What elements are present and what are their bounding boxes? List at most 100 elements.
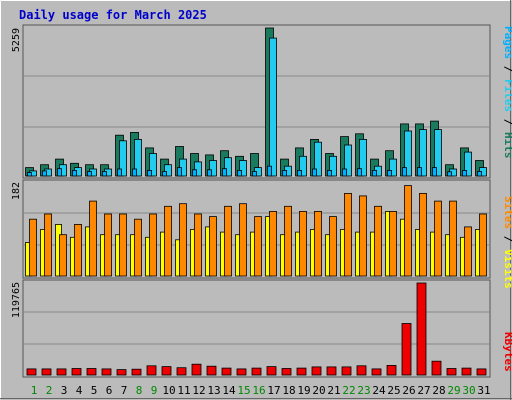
- bar-kbytes-day-28: [431, 360, 442, 376]
- bar-files-day-15: [239, 160, 247, 177]
- bar-pages-day-10: [162, 171, 167, 177]
- legend-hits: Hits: [502, 132, 512, 159]
- bar-kbytes-day-19: [296, 367, 307, 376]
- day-label-21: 21: [327, 384, 340, 397]
- bar-files-day-21: [329, 155, 337, 177]
- day-label-24: 24: [372, 384, 386, 397]
- bar-kbytes-day-7: [116, 369, 127, 376]
- legend-files: Files: [502, 79, 512, 112]
- bar-pages-day-24: [372, 169, 377, 177]
- bar-kbytes-day-1: [26, 368, 37, 376]
- bar-files-day-26: [404, 130, 412, 177]
- day-label-9: 9: [151, 384, 158, 397]
- bar-kbytes-day-21: [326, 366, 337, 376]
- bar-files-day-9: [149, 153, 157, 177]
- legend-top: Pages / Files / Hits: [502, 26, 512, 159]
- bar-sites-day-7: [119, 213, 127, 277]
- bar-pages-day-15: [237, 169, 242, 177]
- bar-sites-day-23: [359, 195, 367, 277]
- bar-sites-day-30: [464, 226, 472, 277]
- day-label-25: 25: [387, 384, 400, 397]
- legend-sep-2: /: [502, 112, 512, 132]
- bar-kbytes-day-22: [341, 366, 352, 376]
- bar-pages-day-9: [147, 169, 152, 177]
- bar-pages-day-23: [357, 168, 362, 177]
- bar-pages-day-12: [192, 169, 197, 177]
- legend-sites: Sites: [502, 196, 512, 229]
- bar-sites-day-28: [434, 200, 442, 277]
- bar-kbytes-day-14: [221, 367, 232, 376]
- bar-kbytes-day-29: [446, 368, 457, 376]
- day-label-28: 28: [432, 384, 445, 397]
- bar-pages-day-17: [267, 165, 272, 177]
- chart-title: Daily usage for March 2025: [19, 8, 207, 22]
- bar-files-day-17: [269, 37, 277, 177]
- bar-sites-day-11: [179, 203, 187, 277]
- bar-pages-day-19: [297, 169, 302, 177]
- bar-pages-day-30: [462, 169, 467, 177]
- bar-files-day-7: [119, 140, 127, 177]
- bar-sites-day-12: [194, 213, 202, 277]
- bar-kbytes-day-8: [131, 368, 142, 376]
- bar-sites-day-18: [284, 205, 292, 277]
- bar-sites-day-31: [479, 213, 487, 277]
- day-labels: 1 2 3 4 5 6 7 8 9 10 11 12 13 14 15 16 17 18 19 20 21 22 23 24 2…: [31, 384, 491, 397]
- bar-pages-day-7: [117, 168, 122, 177]
- bar-sites-day-10: [164, 205, 172, 277]
- bar-files-day-14: [224, 157, 232, 177]
- bar-kbytes-day-10: [161, 366, 172, 376]
- legend-kbytes: KBytes: [502, 332, 512, 372]
- day-label-22: 22: [342, 384, 355, 397]
- day-label-26: 26: [402, 384, 415, 397]
- day-label-27: 27: [417, 384, 430, 397]
- bar-kbytes-day-26: [401, 323, 412, 376]
- day-label-20: 20: [312, 384, 325, 397]
- bar-files-day-22: [344, 144, 352, 177]
- bar-kbytes-day-30: [461, 367, 472, 376]
- day-label-14: 14: [222, 384, 236, 397]
- panel-top-bg: [22, 24, 491, 179]
- bar-pages-day-21: [327, 169, 332, 177]
- bar-pages-day-8: [132, 168, 137, 177]
- bar-files-day-20: [314, 141, 322, 177]
- day-label-17: 17: [267, 384, 280, 397]
- bar-kbytes-day-24: [371, 368, 382, 376]
- bar-pages-day-26: [402, 167, 407, 177]
- day-label-31: 31: [477, 384, 490, 397]
- bar-kbytes-day-12: [191, 363, 202, 376]
- bar-pages-day-20: [312, 168, 317, 177]
- day-label-1: 1: [31, 384, 38, 397]
- day-label-16: 16: [252, 384, 265, 397]
- day-label-2: 2: [46, 384, 53, 397]
- bar-pages-day-25: [387, 169, 392, 177]
- bar-sites-day-29: [449, 200, 457, 277]
- day-label-6: 6: [106, 384, 113, 397]
- bar-kbytes-day-31: [476, 368, 487, 376]
- legend-sep-1: /: [502, 59, 512, 79]
- bar-pages-day-2: [42, 170, 47, 177]
- bar-kbytes-day-4: [71, 368, 82, 376]
- bar-kbytes-day-25: [386, 364, 397, 376]
- bar-sites-day-24: [374, 205, 382, 277]
- bar-sites-day-8: [134, 218, 142, 277]
- bar-pages-day-5: [87, 171, 92, 177]
- bar-pages-day-18: [282, 169, 287, 177]
- bar-sites-day-6: [104, 213, 112, 277]
- bar-pages-day-14: [222, 168, 227, 177]
- bar-kbytes-day-18: [281, 368, 292, 376]
- bar-pages-day-1: [27, 172, 32, 177]
- bar-kbytes-day-3: [56, 368, 67, 376]
- bars-sites-visits: [25, 185, 487, 277]
- bars-pages-files-hits: [25, 27, 487, 177]
- bar-kbytes-day-2: [41, 368, 52, 376]
- bar-pages-day-3: [57, 168, 62, 177]
- bar-files-day-12: [194, 161, 202, 177]
- bar-kbytes-day-23: [356, 365, 367, 376]
- bar-kbytes-day-15: [236, 368, 247, 376]
- bar-sites-day-25: [389, 210, 397, 277]
- ymax-label-bot: 119765: [11, 282, 22, 318]
- bar-files-day-13: [209, 160, 217, 177]
- bar-sites-day-22: [344, 192, 352, 277]
- bar-sites-day-13: [209, 216, 217, 277]
